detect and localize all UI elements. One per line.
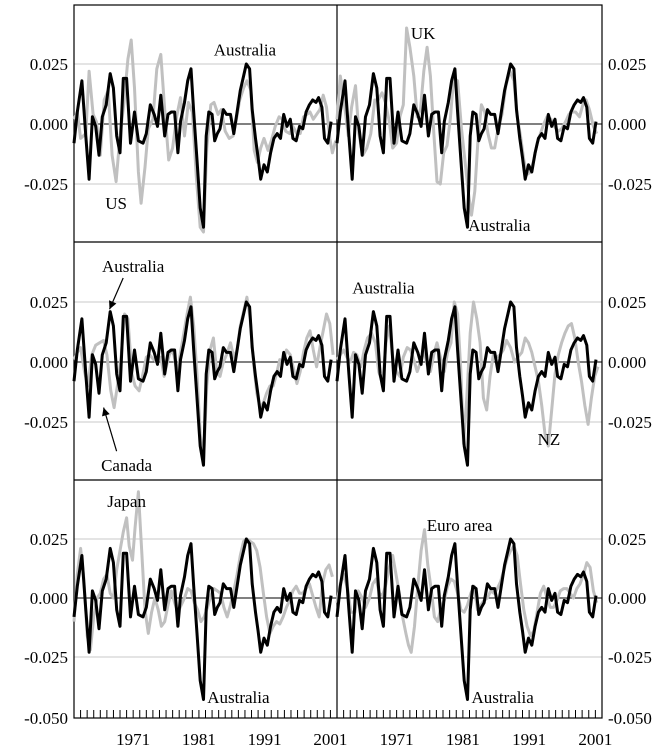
annotation-canada: Canada [101, 456, 152, 475]
plot-frame [73, 4, 603, 719]
series-line-australia-panel-5 [72, 537, 333, 701]
series-line-australia-panel-3 [72, 300, 333, 467]
y-tick-label-right: 0.000 [608, 115, 646, 134]
y-tick-label-left: 0.025 [30, 530, 68, 549]
y-tick-label-right: 0.000 [608, 589, 646, 608]
annotation-australia: Australia [468, 216, 531, 235]
series-line-australia-panel-1 [72, 62, 333, 229]
y-tick-label-right: 0.025 [608, 530, 646, 549]
y-tick-label-left: 0.025 [30, 55, 68, 74]
annotation-us: US [105, 194, 127, 213]
series-line-japan [72, 490, 334, 652]
text-layer: 0.025 0.025 0.000 0.000 -0.025 -0.025 0.025 0.0… [24, 24, 652, 749]
series-line-uk [335, 26, 599, 217]
x-tick-label-1971: 1971 [116, 730, 150, 749]
series-layer [72, 26, 600, 701]
x-tick-label-2001: 2001 [578, 730, 612, 749]
x-tick-label-1971: 1971 [380, 730, 414, 749]
y-tick-label-right: -0.025 [608, 413, 652, 432]
series-line-australia-panel-2 [335, 62, 598, 229]
y-tick-label-right: -0.050 [608, 709, 652, 728]
x-tick-label-2001: 2001 [313, 730, 347, 749]
y-tick-label-right: -0.025 [608, 648, 652, 667]
y-tick-label-right: 0.025 [608, 293, 646, 312]
annotation-arrow-head [102, 407, 110, 417]
x-tick-label-1991: 1991 [248, 730, 282, 749]
y-tick-label-left: 0.000 [30, 115, 68, 134]
series-line-euro-area [335, 528, 599, 654]
annotation-australia: Australia [102, 257, 165, 276]
y-tick-label-left: -0.025 [24, 175, 68, 194]
y-tick-label-left: -0.050 [24, 709, 68, 728]
annotation-arrow-head [109, 300, 117, 310]
annotation-japan: Japan [107, 492, 146, 511]
x-tick-label-1981: 1981 [182, 730, 216, 749]
series-line-australia-panel-4 [335, 300, 598, 467]
y-tick-label-left: 0.000 [30, 589, 68, 608]
y-tick-label-left: -0.025 [24, 648, 68, 667]
x-tick-label-1991: 1991 [512, 730, 546, 749]
x-tick-label-1981: 1981 [446, 730, 480, 749]
annotation-australia: Australia [207, 688, 270, 707]
annotation-euro-area: Euro area [427, 516, 493, 535]
y-tick-label-left: 0.025 [30, 293, 68, 312]
annotation-australia: Australia [352, 279, 415, 298]
y-tick-label-right: -0.025 [608, 175, 652, 194]
y-tick-label-right: 0.000 [608, 353, 646, 372]
y-tick-label-right: 0.025 [608, 55, 646, 74]
annotation-australia: Australia [214, 41, 277, 60]
annotation-australia: Australia [471, 688, 534, 707]
annotation-nz: NZ [538, 430, 561, 449]
annotation-uk: UK [411, 24, 436, 43]
y-tick-label-left: 0.000 [30, 353, 68, 372]
y-tick-label-left: -0.025 [24, 413, 68, 432]
series-line-australia-panel-6 [335, 537, 598, 701]
